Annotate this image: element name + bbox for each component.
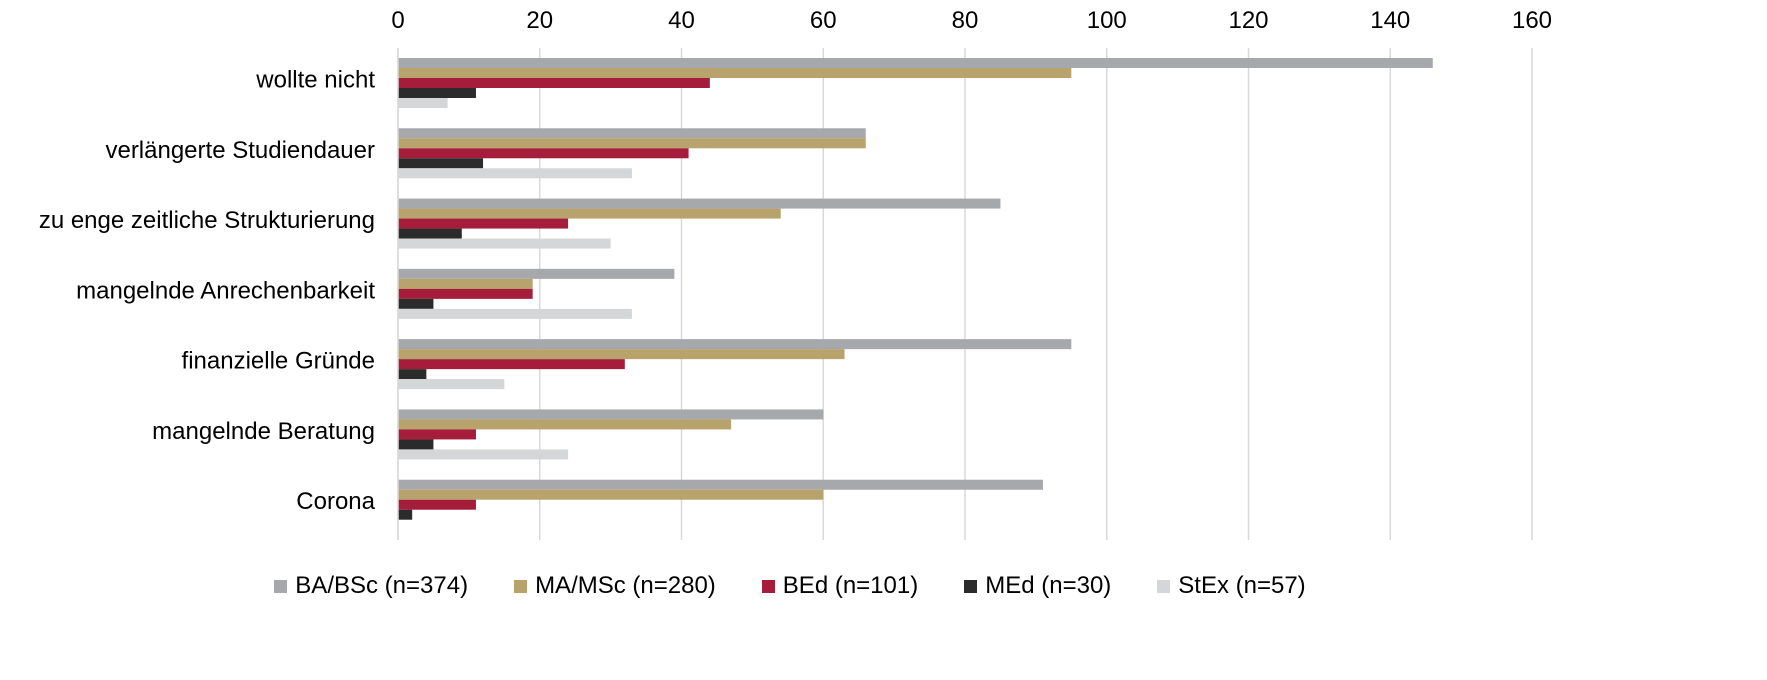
category-label: zu enge zeitliche Strukturierung	[39, 207, 375, 234]
bar	[398, 509, 413, 520]
bar	[398, 128, 866, 139]
bar	[398, 449, 569, 460]
x-tick-label: 80	[952, 7, 979, 34]
bar	[398, 339, 1072, 350]
x-tick-label: 140	[1370, 7, 1410, 34]
category-label: verlängerte Studiendauer	[105, 137, 375, 164]
category-label: mangelnde Anrechenbarkeit	[76, 277, 375, 304]
category-label: wollte nicht	[255, 66, 375, 93]
legend-swatch-bed	[761, 579, 775, 593]
legend-swatch-med	[964, 579, 978, 593]
bar	[398, 419, 732, 430]
legend-label-med: MEd (n=30)	[985, 572, 1112, 599]
x-tick-label: 100	[1087, 7, 1127, 34]
legend-label-ba-bsc: BA/BSc (n=374)	[295, 572, 469, 599]
bar	[398, 349, 845, 360]
bar	[398, 138, 866, 149]
category-label: finanzielle Gründe	[182, 348, 375, 375]
bar	[398, 379, 505, 390]
bar	[398, 278, 533, 289]
legend-swatch-ma-msc	[514, 579, 528, 593]
x-tick-label: 0	[391, 7, 404, 34]
x-tick-label: 40	[668, 7, 695, 34]
bar	[398, 409, 824, 420]
bar	[398, 58, 1433, 68]
bar	[398, 68, 1072, 78]
bar	[398, 429, 476, 440]
legend-item-ma-msc: MA/MSc (n=280)	[514, 572, 716, 600]
bar	[398, 298, 434, 309]
bar	[398, 98, 448, 108]
category-label: mangelnde Beratung	[152, 418, 375, 445]
bar	[398, 218, 569, 229]
legend-swatch-stex	[1157, 579, 1171, 593]
bar	[398, 369, 427, 380]
legend-label-stex: StEx (n=57)	[1178, 572, 1306, 599]
bar	[398, 489, 824, 500]
bar	[398, 439, 434, 450]
legend-item-bed: BEd (n=101)	[761, 572, 919, 600]
bar	[398, 168, 632, 179]
bar	[398, 88, 476, 98]
legend-item-ba-bsc: BA/BSc (n=374)	[274, 572, 468, 600]
category-label: Corona	[296, 488, 375, 515]
bar-chart: 0 20 40 60 80 100 120 140 160 wollte nicht verläng…	[39, 7, 1552, 540]
chart-legend: BA/BSc (n=374) MA/MSc (n=280) BEd (n=101…	[0, 566, 1580, 606]
bar	[398, 148, 689, 159]
x-tick-label: 120	[1228, 7, 1268, 34]
bar	[398, 78, 710, 88]
bar	[398, 499, 476, 510]
bar	[398, 158, 484, 169]
bar	[398, 228, 462, 239]
legend-swatch-ba-bsc	[274, 579, 288, 593]
bar	[398, 238, 611, 249]
bar	[398, 268, 675, 279]
legend-item-med: MEd (n=30)	[964, 572, 1111, 600]
bar	[398, 198, 1001, 209]
x-tick-label: 160	[1512, 7, 1552, 34]
legend-label-bed: BEd (n=101)	[782, 572, 919, 599]
bar	[398, 308, 632, 319]
bar	[398, 208, 781, 219]
bar	[398, 288, 533, 299]
bar	[398, 359, 625, 370]
legend-item-stex: StEx (n=57)	[1157, 572, 1306, 600]
legend-label-ma-msc: MA/MSc (n=280)	[535, 572, 716, 599]
x-tick-label: 20	[526, 7, 553, 34]
x-tick-label: 60	[810, 7, 837, 34]
bar	[398, 479, 1043, 490]
